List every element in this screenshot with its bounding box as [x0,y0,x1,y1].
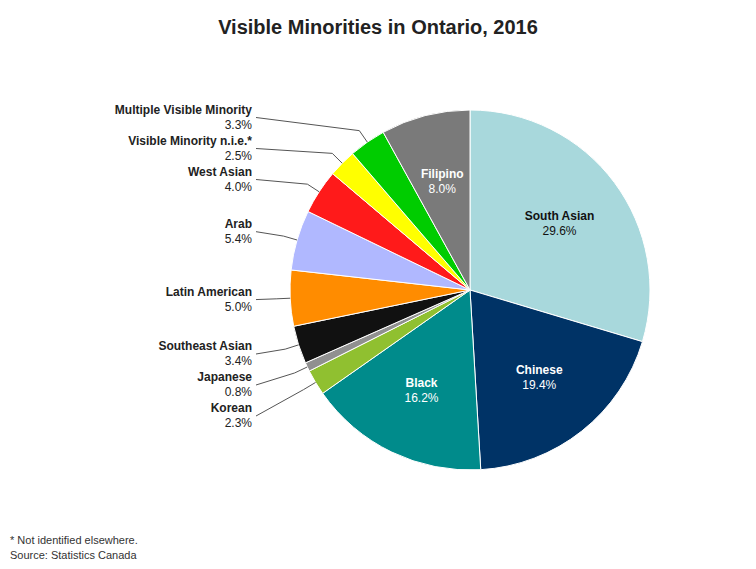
labels: South Asian29.6% Chinese19.4% Black16.2% Fi… [115,103,594,431]
data-label: 0.8% [225,385,253,399]
data-label: 29.6% [543,224,577,238]
leader-line [256,232,297,240]
slice-label: Filipino [421,167,464,181]
slice-label: Chinese [516,363,563,377]
data-label: 19.4% [522,378,556,392]
data-label: 4.0% [225,180,253,194]
data-label: 3.4% [225,354,253,368]
slice-label: Latin American [166,285,252,299]
data-label: 16.2% [404,391,438,405]
data-label: 2.5% [225,149,253,163]
footnote: Source: Statistics Canada [10,549,137,561]
pie-slice [470,290,642,470]
slice-label: Black [405,376,437,390]
slice-label: Japanese [197,370,252,384]
slice-label: Visible Minority n.i.e.* [128,134,252,148]
pie-slice [383,110,470,290]
leader-line [256,118,367,143]
data-label: 3.3% [225,118,253,132]
data-label: 2.3% [225,416,253,430]
leader-line [256,367,307,385]
leader-line [256,180,319,192]
footnote: * Not identified elsewhere. [10,534,138,546]
leader-line [256,298,290,299]
title: Visible Minorities in Ontario, 2016 [218,16,538,38]
data-label: 5.0% [225,300,253,314]
data-label: 5.4% [225,232,253,246]
pie [290,110,650,470]
slice-label: Multiple Visible Minority [115,103,252,117]
slice-label: Arab [225,217,252,231]
slice-label: Southeast Asian [158,339,252,353]
leader-line [256,345,299,354]
leader-line [256,382,316,416]
slice-label: Korean [211,401,252,415]
data-label: 8.0% [429,182,457,196]
slice-label: West Asian [188,165,252,179]
leader-line [256,149,342,164]
chart: Visible Minorities in Ontario, 2016 South… [0,0,756,569]
slice-label: South Asian [525,209,595,223]
